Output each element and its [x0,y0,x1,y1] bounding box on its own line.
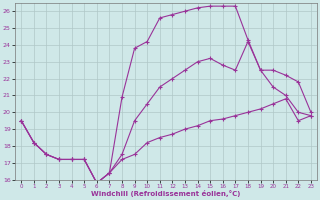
X-axis label: Windchill (Refroidissement éolien,°C): Windchill (Refroidissement éolien,°C) [92,190,241,197]
